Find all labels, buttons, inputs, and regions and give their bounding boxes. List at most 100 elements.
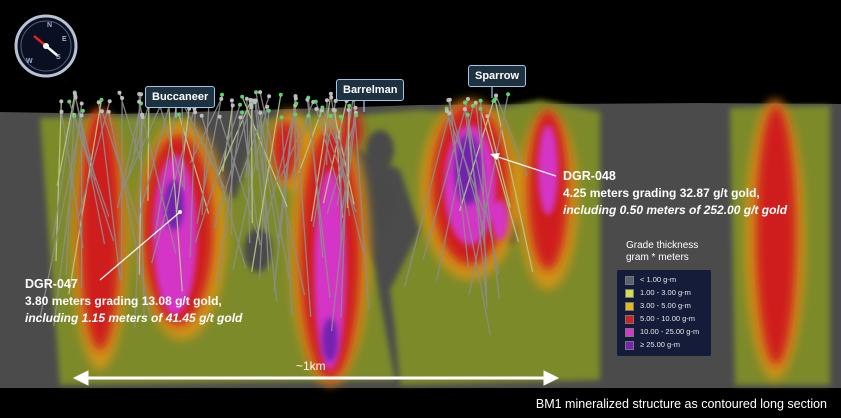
drill-collar xyxy=(176,112,181,117)
drill-collar xyxy=(120,96,125,100)
drill-hole-trace xyxy=(315,108,344,203)
drill-hole-trace xyxy=(422,98,469,260)
drill-collar xyxy=(328,91,333,96)
drill-hole-trace xyxy=(486,116,511,208)
drill-collar xyxy=(329,95,334,100)
drill-hole-trace xyxy=(273,98,297,292)
drill-hole-trace xyxy=(138,101,177,254)
drill-hole-trace xyxy=(217,117,242,284)
drill-hole-trace xyxy=(353,99,370,311)
drill-hole-trace xyxy=(255,92,290,280)
legend-item: 3.00 - 5.00 g-m xyxy=(625,301,691,313)
dgr-047-pierce-point xyxy=(178,210,182,214)
compass-n: N xyxy=(47,22,53,29)
drill-hole-trace xyxy=(194,104,241,243)
figure-caption: BM1 mineralized structure as contoured l… xyxy=(535,397,827,411)
drill-hole-trace xyxy=(151,108,196,264)
legend-swatch xyxy=(625,301,634,311)
drill-hole-trace xyxy=(201,96,211,216)
compass-rose: N E S W xyxy=(12,12,80,80)
drill-holes xyxy=(39,91,534,335)
drill-collar xyxy=(140,115,145,120)
drill-collar xyxy=(354,113,359,118)
drill-hole-trace xyxy=(136,94,173,223)
drill-hole-trace xyxy=(138,93,145,320)
drill-collar xyxy=(346,108,351,112)
legend-item: 1.00 - 3.00 g-m xyxy=(625,288,691,300)
compass-e: E xyxy=(62,36,67,43)
drill-collar xyxy=(278,92,283,97)
legend-swatch xyxy=(625,314,634,324)
drill-collar xyxy=(266,108,271,113)
drill-hole-trace xyxy=(290,115,310,180)
drill-collar xyxy=(293,96,298,101)
legend-title-1: Grade thickness xyxy=(626,240,699,251)
compass-s: S xyxy=(56,54,61,61)
legend-label: < 1.00 g-m xyxy=(640,275,677,284)
drill-collar xyxy=(117,90,122,95)
drill-hole-trace xyxy=(347,105,350,209)
drill-collar xyxy=(325,98,329,103)
drill-collar xyxy=(447,97,452,102)
drill-hole-trace xyxy=(479,100,488,308)
drill-collar xyxy=(96,100,101,105)
drill-collar xyxy=(137,99,142,104)
drill-collar xyxy=(244,96,249,101)
drill-hole-trace xyxy=(241,96,288,208)
drill-hole-trace xyxy=(78,101,111,216)
drill-collar xyxy=(59,109,64,114)
drill-hole-trace xyxy=(336,91,355,206)
drill-collar xyxy=(240,110,244,115)
drill-collar xyxy=(107,99,112,104)
drill-collar xyxy=(313,99,318,104)
scale-bar xyxy=(72,370,560,386)
drill-collar xyxy=(106,109,111,114)
legend-item: ≥ 25.00 g-m xyxy=(625,340,680,352)
drill-collar xyxy=(137,92,142,96)
drill-collar xyxy=(99,97,104,102)
legend-swatch xyxy=(625,288,634,298)
callout-including: including 1.15 meters of 41.45 g/t gold xyxy=(25,311,243,325)
legend-item: 10.00 - 25.00 g-m xyxy=(625,327,699,339)
callout-interval: 4.25 meters grading 32.87 g/t gold, xyxy=(563,186,760,200)
drill-hole-trace xyxy=(315,101,357,213)
drill-collar xyxy=(67,99,72,104)
drill-hole-trace xyxy=(306,99,331,298)
drill-collar xyxy=(463,100,467,105)
drill-hole-trace xyxy=(218,100,252,176)
drill-collar xyxy=(485,114,490,119)
drill-collar xyxy=(465,97,470,101)
drill-collar xyxy=(72,114,77,119)
drill-collar xyxy=(254,90,258,95)
drill-hole-trace xyxy=(68,99,103,295)
drill-hole-trace xyxy=(310,93,332,222)
drill-collar xyxy=(258,110,263,115)
drill-collar xyxy=(219,96,224,101)
drill-collar xyxy=(320,105,325,110)
drill-collar xyxy=(193,110,198,115)
drill-hole-trace xyxy=(118,92,142,164)
callout-including: including 0.50 meters of 252.00 g/t gold xyxy=(563,203,788,217)
drill-hole-trace xyxy=(98,102,121,279)
drill-hole-trace xyxy=(52,96,76,239)
drill-hole-trace xyxy=(322,100,348,204)
drill-hole-trace xyxy=(181,96,185,191)
compass-w: W xyxy=(26,58,33,65)
legend-swatch xyxy=(625,340,634,350)
drill-collar xyxy=(293,112,298,117)
scale-label: ~1km xyxy=(296,359,326,373)
drill-collar xyxy=(347,103,352,108)
legend-item: < 1.00 g-m xyxy=(625,275,676,287)
drill-hole-trace xyxy=(449,99,470,269)
legend-label: 5.00 - 10.00 g-m xyxy=(640,314,696,323)
drill-hole-trace xyxy=(298,110,323,173)
drill-collar xyxy=(491,99,496,104)
drill-collar xyxy=(253,98,258,103)
drill-hole-trace xyxy=(167,102,183,292)
drill-collar xyxy=(230,103,235,108)
drill-hole-trace xyxy=(479,108,520,242)
drill-collar xyxy=(99,109,104,114)
drill-hole-trace xyxy=(468,94,509,295)
grade-legend: Grade thickness gram * meters < 1.00 g-m… xyxy=(617,240,711,356)
drill-hole-trace xyxy=(189,112,196,258)
